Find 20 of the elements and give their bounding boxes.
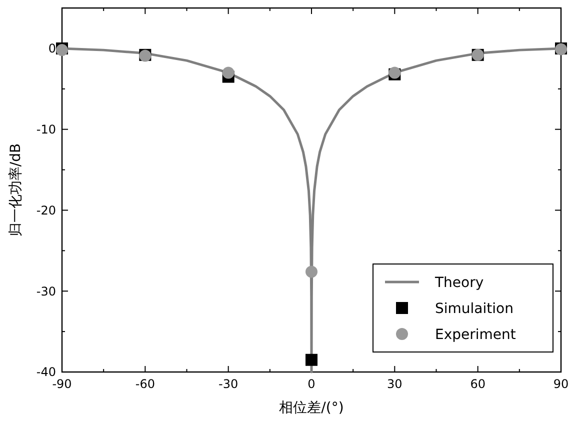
x-tick-label: 30 (387, 377, 402, 391)
legend-label: Simulaition (435, 300, 514, 317)
y-tick-label: -30 (36, 284, 56, 298)
x-tick-label: -60 (135, 377, 155, 391)
y-tick-label: -40 (36, 365, 56, 380)
point (306, 354, 318, 366)
y-tick-label: -20 (36, 203, 56, 218)
point (306, 266, 318, 278)
x-tick-label: -30 (218, 377, 238, 391)
x-tick-label: -90 (52, 377, 72, 391)
y-tick-label: -10 (36, 122, 56, 137)
x-axis-title: 相位差/(°) (279, 400, 344, 416)
point (222, 66, 234, 79)
x-tick-label: 90 (553, 377, 569, 391)
x-tick-label: 60 (470, 377, 486, 391)
x-tick-label: 0 (308, 377, 316, 391)
y-axis-title: 归一化功率/dB (8, 143, 24, 237)
y-tick-label: 0 (48, 42, 56, 56)
legend-label: Experiment (435, 326, 516, 343)
legend-label: Theory (434, 274, 484, 291)
